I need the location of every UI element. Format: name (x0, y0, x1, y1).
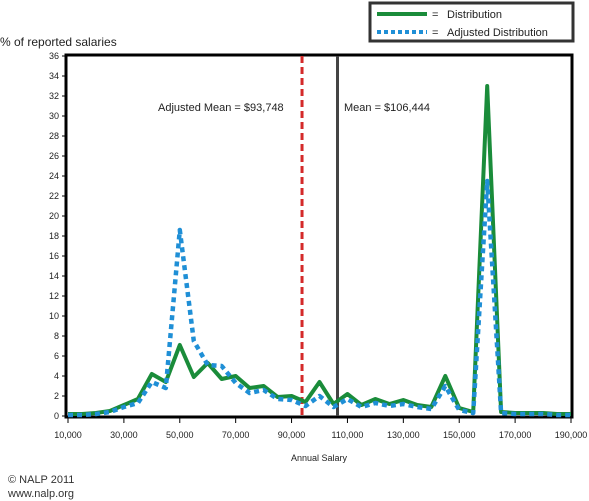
series-lines (68, 84, 571, 418)
x-axis-ticks: 10,000 30,000 50,000 70,000 90,000 110,000 130… (54, 418, 587, 440)
x-tick-label: 90,000 (278, 430, 306, 440)
x-tick-label: 170,000 (499, 430, 532, 440)
x-tick-label: 150,000 (443, 430, 476, 440)
y-tick-label: 34 (49, 71, 59, 81)
y-tick-label: 4 (54, 371, 59, 381)
legend-equals-adjusted: = (432, 27, 438, 39)
y-tick-label: 18 (49, 231, 59, 241)
series-line-distribution (68, 84, 571, 416)
x-tick-label: 70,000 (222, 430, 250, 440)
x-tick-label: 110,000 (332, 430, 364, 440)
y-tick-label: 14 (49, 271, 59, 281)
x-tick-label: 50,000 (166, 430, 194, 440)
legend-label-adjusted: Adjusted Distribution (447, 27, 548, 39)
legend-label-distribution: Distribution (447, 9, 502, 21)
y-tick-label: 28 (49, 131, 59, 141)
y-tick-label: 0 (54, 411, 59, 421)
mean-label: Mean = $106,444 (344, 102, 430, 114)
website-url: www.nalp.org (8, 488, 75, 500)
legend-equals-distribution: = (432, 9, 438, 21)
y-tick-label: 36 (49, 51, 59, 61)
reference-lines (300, 56, 340, 416)
y-axis-label: % of reported salaries (0, 35, 117, 49)
x-tick-label: 130,000 (387, 430, 420, 440)
legend: = Distribution = Adjusted Distribution (368, 1, 575, 43)
y-tick-label: 12 (49, 291, 59, 301)
y-tick-label: 26 (49, 151, 59, 161)
x-tick-label: 190,000 (555, 430, 588, 440)
x-axis-label: Annual Salary (291, 453, 348, 463)
y-tick-label: 22 (49, 191, 59, 201)
y-tick-label: 6 (54, 351, 59, 361)
y-tick-label: 32 (49, 91, 59, 101)
y-tick-label: 16 (49, 251, 59, 261)
series-line-adjusted-distribution (68, 178, 571, 418)
legend-box (368, 1, 575, 43)
x-tick-label: 10,000 (54, 430, 82, 440)
adjusted-mean-label: Adjusted Mean = $93,748 (158, 102, 284, 114)
x-tick-label: 30,000 (110, 430, 138, 440)
y-tick-label: 30 (49, 111, 59, 121)
y-tick-label: 24 (49, 171, 59, 181)
y-tick-label: 10 (49, 311, 59, 321)
y-tick-label: 20 (49, 211, 59, 221)
y-tick-label: 2 (54, 391, 59, 401)
copyright-text: © NALP 2011 (8, 474, 75, 486)
y-tick-label: 8 (54, 331, 59, 341)
